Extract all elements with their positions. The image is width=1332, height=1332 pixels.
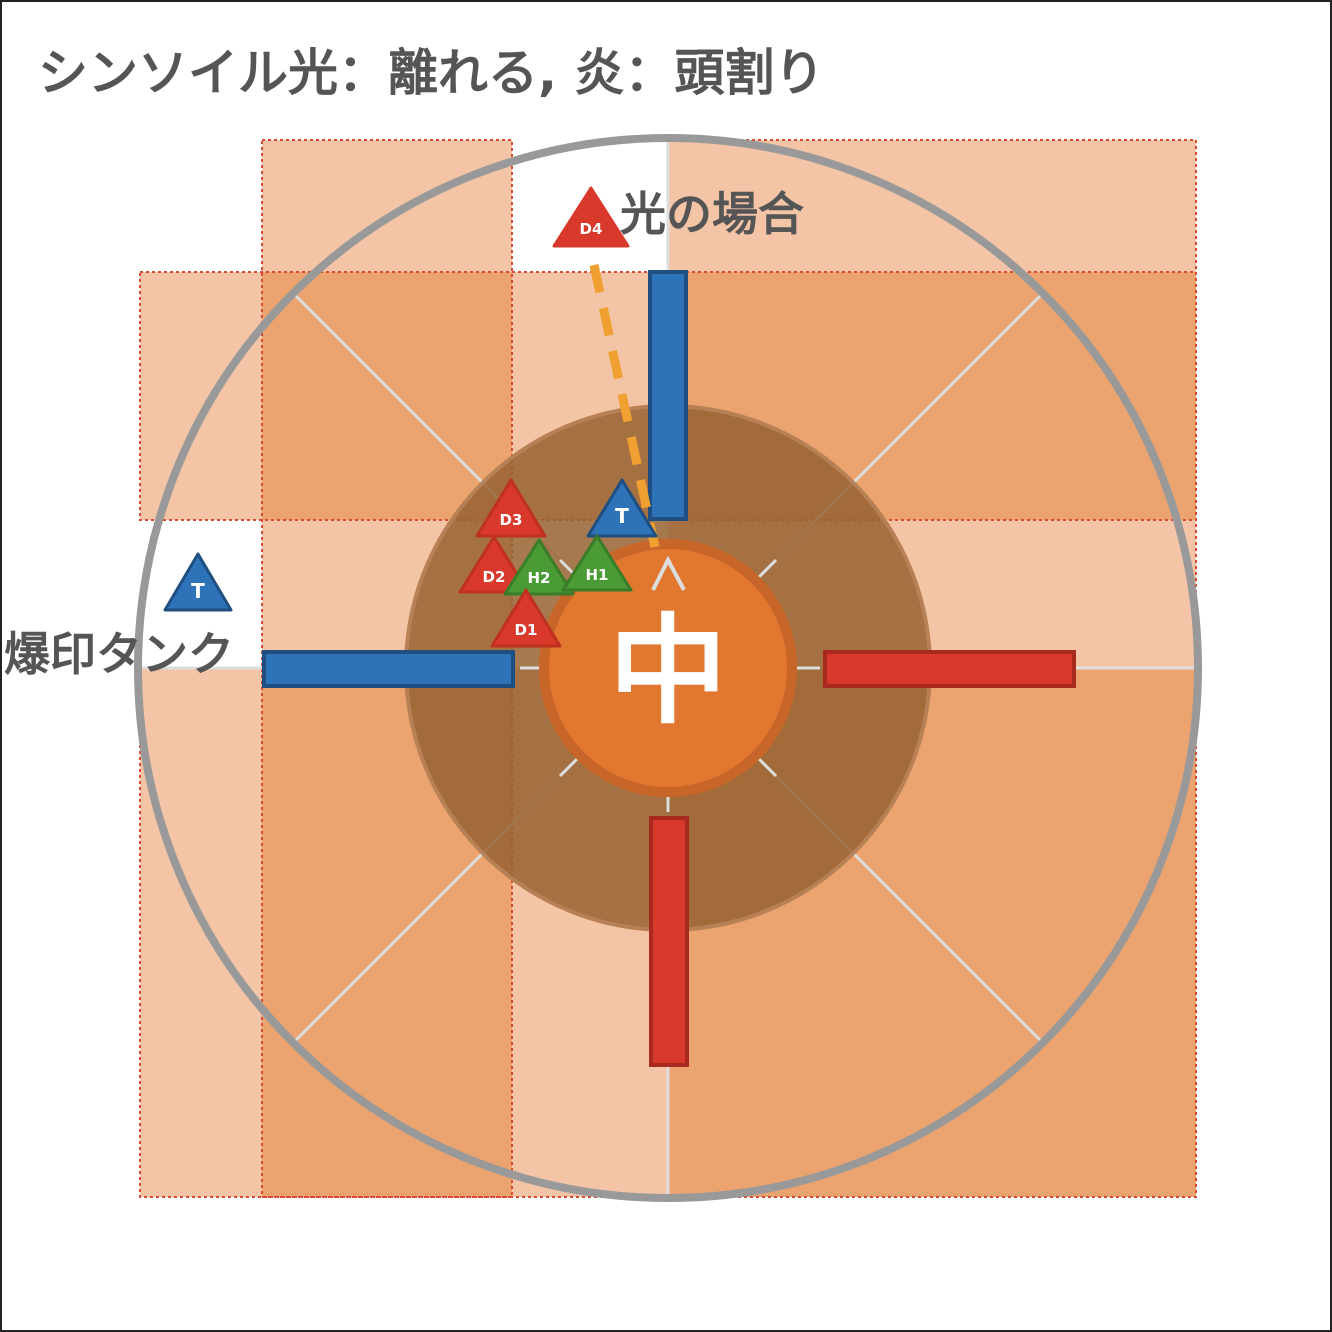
marker-d3: D3	[475, 478, 547, 538]
marker-t-outside-label: T	[191, 579, 205, 603]
marker-d1-label: D1	[515, 621, 538, 639]
red-bar-east	[823, 650, 1076, 688]
marker-d3-label: D3	[500, 511, 523, 529]
marker-t-center-label: T	[615, 504, 629, 528]
marker-d1: D1	[490, 588, 562, 648]
d4-movement-path	[589, 264, 660, 548]
center-label: 中	[609, 602, 727, 740]
zone-overlap	[262, 272, 512, 520]
bomb-tank-label: 爆印タンク	[4, 627, 234, 681]
light-case-label: 光の場合	[620, 187, 804, 241]
marker-h1-label: H1	[586, 566, 609, 584]
marker-t-outside: T	[163, 552, 233, 612]
arena-border	[134, 134, 1202, 1202]
marker-d2: D2	[458, 535, 530, 594]
marker-h2-label: H2	[528, 569, 551, 587]
marker-h2: H2	[503, 538, 575, 596]
marker-h1: H1	[561, 534, 633, 592]
blue-bar-west	[262, 650, 515, 688]
center-circle	[539, 539, 797, 797]
marker-d2-label: D2	[483, 568, 506, 586]
page-title: シンソイル光：離れる, 炎：頭割り	[38, 44, 824, 102]
boss-facing-chevron	[651, 555, 686, 591]
marker-d4-label: D4	[580, 220, 603, 238]
marker-t-center: T	[586, 478, 658, 538]
marker-d4: D4	[552, 186, 630, 248]
red-bar-south	[649, 816, 689, 1067]
blue-bar-north	[648, 270, 688, 521]
